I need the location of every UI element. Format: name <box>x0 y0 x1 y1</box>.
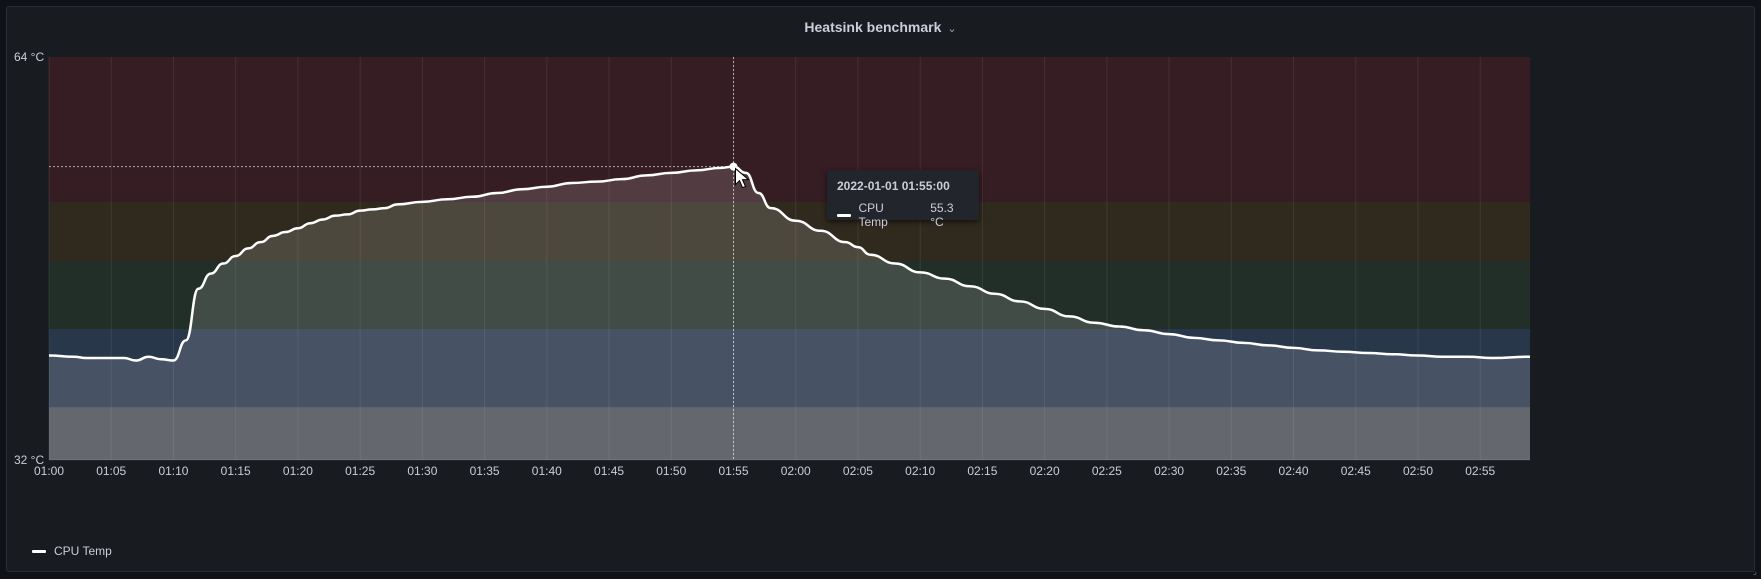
legend-label[interactable]: CPU Temp <box>54 544 112 558</box>
x-tick-label: 02:25 <box>1092 464 1122 478</box>
tooltip-series-name: CPU Temp <box>858 201 888 229</box>
series-line <box>48 165 1531 362</box>
x-tick-label: 02:15 <box>967 464 997 478</box>
x-tick-label: 01:00 <box>34 464 64 478</box>
y-tick-label: 64 °C <box>14 50 44 64</box>
x-tick-label: 02:00 <box>781 464 811 478</box>
x-tick-label: 01:20 <box>283 464 313 478</box>
x-tick-label: 02:55 <box>1465 464 1495 478</box>
x-tick-label: 01:30 <box>407 464 437 478</box>
mouse-cursor-icon <box>734 167 750 189</box>
chevron-down-icon[interactable]: ⌄ <box>947 23 957 35</box>
x-tick-label: 01:25 <box>345 464 375 478</box>
panel-title[interactable]: Heatsink benchmark ⌄ <box>7 19 1754 35</box>
series-area <box>49 166 1530 461</box>
legend-swatch <box>32 549 46 553</box>
x-tick-label: 01:50 <box>656 464 686 478</box>
x-tick-label: 01:35 <box>470 464 500 478</box>
x-tick-label: 02:35 <box>1216 464 1246 478</box>
x-tick-label: 01:45 <box>594 464 624 478</box>
x-tick-label: 02:45 <box>1341 464 1371 478</box>
x-tick-label: 02:40 <box>1279 464 1309 478</box>
x-tick-label: 02:10 <box>905 464 935 478</box>
hover-tooltip: 2022-01-01 01:55:00 CPU Temp 55.3 °C <box>827 170 979 229</box>
y-tick-label: 32 °C <box>14 453 44 467</box>
tooltip-time: 2022-01-01 01:55:00 <box>837 179 950 193</box>
threshold-band <box>49 329 1530 408</box>
tooltip-series-swatch <box>837 213 851 217</box>
x-tick-label: 01:15 <box>221 464 251 478</box>
resize-handle-icon[interactable]: ⌟ <box>1752 566 1757 576</box>
x-tick-label: 02:05 <box>843 464 873 478</box>
x-tick-label: 01:55 <box>718 464 748 478</box>
panel-title-text[interactable]: Heatsink benchmark <box>804 19 942 35</box>
x-tick-label: 02:50 <box>1403 464 1433 478</box>
x-tick-label: 02:30 <box>1154 464 1184 478</box>
threshold-band <box>49 261 1530 330</box>
x-tick-label: 01:10 <box>158 464 188 478</box>
x-tick-label: 02:20 <box>1030 464 1060 478</box>
tooltip-value: 55.3 °C <box>930 201 954 229</box>
legend-item-cpu-temp[interactable]: CPU Temp <box>32 544 112 558</box>
threshold-band <box>49 201 1530 262</box>
threshold-band <box>49 407 1530 460</box>
threshold-band <box>49 57 1530 202</box>
chart-panel: Heatsink benchmark ⌄ <box>6 6 1755 572</box>
x-tick-label: 01:40 <box>532 464 562 478</box>
x-tick-label: 01:05 <box>96 464 126 478</box>
